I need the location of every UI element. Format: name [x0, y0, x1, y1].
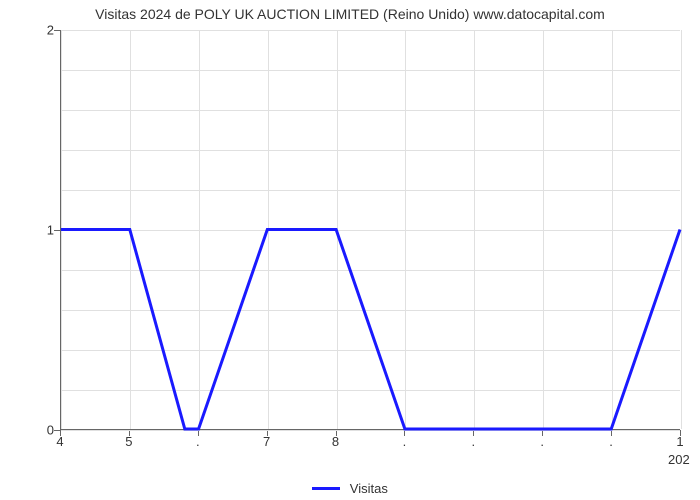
- x-tick-label: .: [540, 434, 544, 449]
- x-axis-sublabel: 202: [668, 452, 690, 467]
- x-tick-label: 1: [676, 434, 683, 449]
- series-line: [61, 230, 680, 430]
- legend: Visitas: [0, 480, 700, 496]
- x-tick-label: 7: [263, 434, 270, 449]
- chart-title: Visitas 2024 de POLY UK AUCTION LIMITED …: [0, 6, 700, 22]
- gridline-v: [681, 30, 682, 429]
- legend-label: Visitas: [350, 481, 388, 496]
- x-tick-label: 8: [332, 434, 339, 449]
- legend-swatch: [312, 487, 340, 490]
- chart-container: Visitas 2024 de POLY UK AUCTION LIMITED …: [0, 0, 700, 500]
- x-tick-label: .: [472, 434, 476, 449]
- x-tick-label: 4: [56, 434, 63, 449]
- line-svg: [61, 30, 680, 429]
- y-tick-label: 0: [30, 423, 54, 438]
- x-tick-label: .: [403, 434, 407, 449]
- x-tick-label: .: [609, 434, 613, 449]
- y-tick-label: 1: [30, 223, 54, 238]
- x-tick-label: 5: [125, 434, 132, 449]
- plot-area: [60, 30, 680, 430]
- y-tick-label: 2: [30, 23, 54, 38]
- x-tick-label: .: [196, 434, 200, 449]
